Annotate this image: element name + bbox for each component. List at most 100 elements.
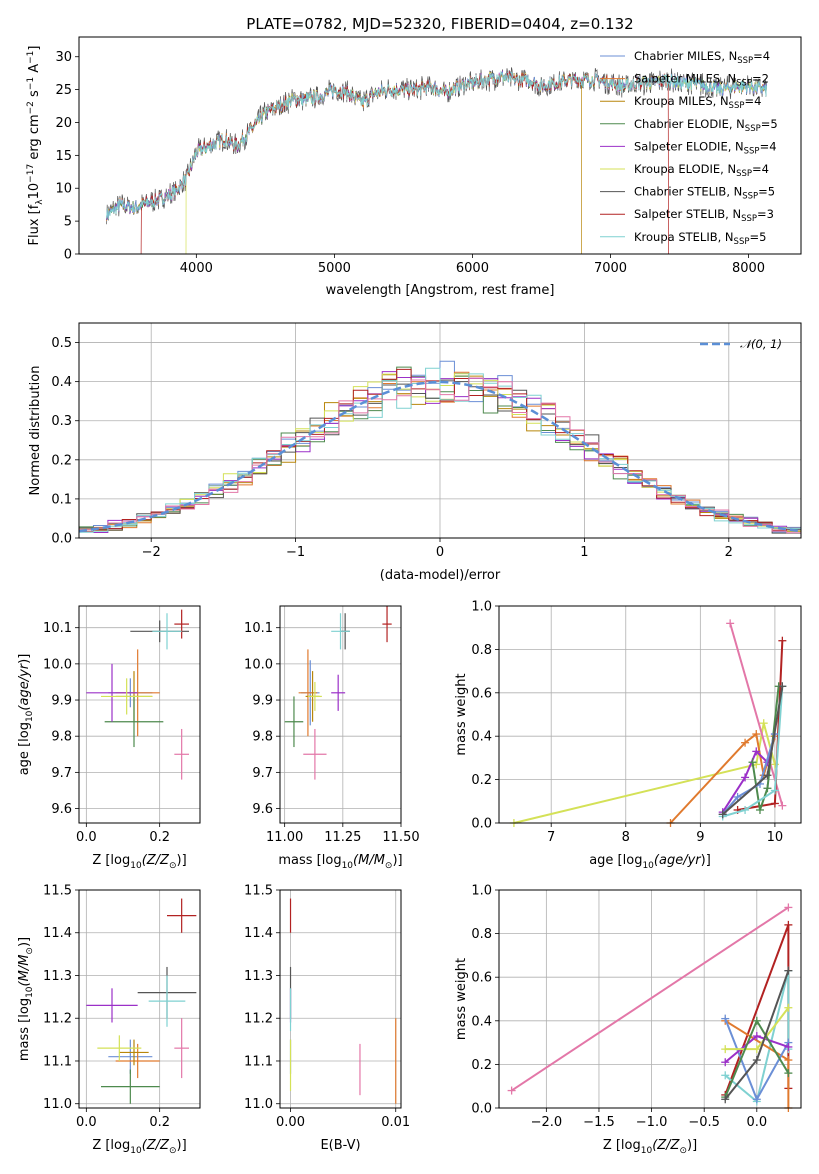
legend-sub: SSP [744,146,760,156]
x-tick-label: −2.0 [531,1115,563,1130]
y-tick-label: 1.0 [471,884,492,899]
y-tick-label: 1.0 [471,600,492,615]
y-tick-label: 0.4 [51,375,72,390]
y-tick-label: 0.2 [51,453,72,468]
legend-entry: Salpeter STELIB, NSSP=3 [634,207,774,224]
legend-sub: SSP [742,192,758,202]
weight-vs-Z-panel: −2.0 −1.5 −1.0 −0.5 0.0 0.0 0.2 0.4 0.6 0.8 1.0 mas… [454,884,802,1156]
y-axis-label-part: λ [35,199,45,205]
label-sub: 10 [642,861,654,871]
label-sub: ⊙ [385,861,393,871]
weight-line [729,623,784,806]
y-tick-label: 11.2 [244,1012,273,1027]
y-tick-label: 20 [55,116,72,131]
y-tick-label: 11.1 [244,1054,273,1069]
legend-tail: =4 [744,94,761,108]
label-part: )] [177,853,187,868]
y-tick-label: 30 [55,50,72,65]
y-axis-label: Normed distribution [28,366,43,496]
label-sub: ⊙ [679,1146,687,1156]
y-tick-label: 11.3 [43,969,72,984]
label-part: mass [log [17,998,32,1061]
x-tick-label: 0.0 [76,1115,97,1130]
hist-step-kroupa-stelib [79,367,801,533]
y-tick-label: 0 [64,248,72,263]
label-part: )] [701,853,711,868]
legend-entry: Kroupa ELODIE, NSSP=4 [634,162,769,179]
axes-frame [279,605,402,824]
legend-tail: =5 [749,230,766,244]
x-tick-label: 9 [696,830,704,845]
y-tick-label: 0.3 [51,414,72,429]
legend-label: Chabrier STELIB, N [634,185,742,199]
y-tick-label: 0.0 [471,1102,492,1117]
y-axis-label-part: s [27,90,42,101]
y-tick-label: 0.6 [471,971,492,986]
y-tick-label: 0.8 [471,927,492,942]
y-axis-label-part: erg cm [27,114,42,163]
figure-title: PLATE=0782, MJD=52320, FIBERID=0404, z=0… [246,15,633,33]
spectrum-line-kroupa-miles [106,71,582,254]
label-part: Z [log [92,853,130,868]
x-axis-label: Z [log10(Z/Z⊙)] [92,1138,186,1156]
x-tick-label: 7 [547,830,555,845]
weight-line [513,722,776,824]
y-tick-label: 9.8 [252,730,273,745]
legend-label: Kroupa ELODIE, N [634,162,736,176]
weight-line [722,686,784,818]
y-tick-label: 9.7 [252,766,273,781]
legend-tail: =3 [757,207,774,221]
y-axis-label-part: −2 [26,101,36,114]
y-tick-label: 0.8 [471,643,492,658]
legend-tail: =5 [761,117,778,131]
y-tick-label: 25 [55,83,72,98]
legend-tail: =4 [753,49,770,63]
x-tick-label: 0.01 [381,1115,410,1130]
weight-line [722,686,784,816]
legend-label: Salpeter ELODIE, N [634,139,744,153]
x-tick-label: −1 [286,545,305,560]
label-sub: 10 [130,1146,142,1156]
spectrum-panel: 4000 5000 6000 7000 8000 0 5 10 15 20 25 30 waveleng… [26,36,802,298]
y-tick-label: 9.8 [51,730,72,745]
label-part: age [log [589,853,642,868]
x-tick-label: 11.00 [266,830,303,845]
label-part: )] [17,937,32,947]
legend-label: Salpeter STELIB, N [634,207,741,221]
y-tick-label: 11.4 [244,926,273,941]
x-axis-label: E(B-V) [320,1138,360,1153]
x-tick-label: −1.0 [636,1115,668,1130]
x-tick-label: 10 [767,830,784,845]
legend-entry: Salpeter MILES, NSSP=2 [634,72,769,89]
spectrum-line-kroupa-stelib [106,70,767,219]
mass-vs-Z-panel: 0.0 0.211.011.111.211.311.411.5Z [log10(Z… [17,884,201,1156]
x-tick-label: 8000 [732,261,765,276]
label-part: (M/M [353,853,385,868]
y-tick-label: 5 [64,215,72,230]
legend-sub: SSP [737,56,753,66]
y-tick-label: 0.2 [471,773,492,788]
x-tick-label: 0.00 [276,1115,305,1130]
y-axis-label-part: 10 [27,183,42,200]
legend-sub: SSP [745,124,761,134]
label-part: mass [log [278,853,341,868]
label-sub: ⊙ [25,947,35,955]
y-tick-label: 0.1 [51,492,72,507]
y-tick-label: 0.4 [471,730,492,745]
axes-frame [78,889,201,1109]
y-tick-label: 10.1 [244,621,273,636]
mass-vs-ebv-panel: 0.00 0.01 11.0 11.1 11.2 11.3 11.4 11.5 E(B-V) [244,884,410,1154]
y-axis-label-part: −1 [26,77,36,90]
legend-entry: Kroupa MILES, NSSP=4 [634,94,761,111]
x-tick-label: 11.25 [324,830,361,845]
y-tick-label: 9.9 [51,694,72,709]
legend-entry: Chabrier ELODIE, NSSP=5 [634,117,778,134]
y-tick-label: 11.5 [244,884,273,899]
x-tick-label: 1 [580,545,588,560]
x-axis-label: Z [log10(Z/Z⊙)] [603,1138,697,1156]
x-tick-label: 0.2 [149,830,170,845]
hist-step-pink [79,377,801,534]
age-vs-Z-panel: 0.0 0.29.69.79.89.910.010.1Z [log10(Z/Z⊙)… [17,605,201,871]
y-axis-label-part: Flux [f [27,204,42,245]
